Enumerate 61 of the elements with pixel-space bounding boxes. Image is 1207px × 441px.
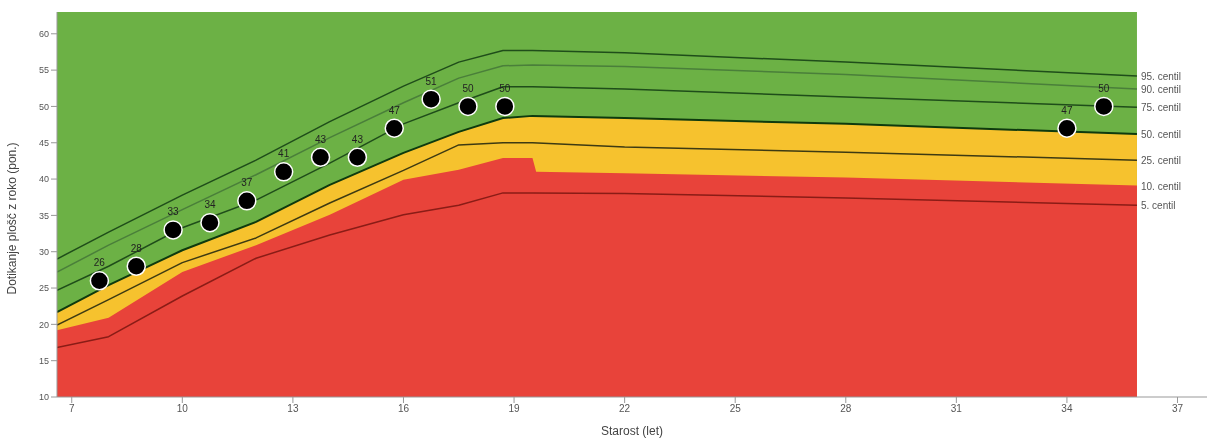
series-label: 95. centil [1140, 70, 1181, 82]
point [237, 191, 257, 211]
point [163, 220, 183, 240]
line-series [57, 192, 1138, 349]
series-label: 25. centil [1140, 155, 1181, 167]
x-tick-label: 19 [508, 403, 521, 415]
data-label: 37 [241, 177, 253, 189]
x-tick-label: 7 [68, 403, 75, 415]
point [310, 147, 331, 168]
series-label: 5. centil [1140, 200, 1176, 212]
x-tick-label: 10 [176, 403, 189, 415]
point [1057, 118, 1077, 138]
x-axis-title: Starost (let) [600, 424, 664, 438]
y-tick-label: 10 [38, 392, 49, 403]
x-tick-label: 37 [1171, 403, 1184, 415]
data-label: 43 [351, 133, 364, 145]
series-label: 10. centil [1140, 180, 1181, 192]
point [495, 96, 515, 117]
x-tick-label: 13 [287, 403, 299, 415]
data-label: 33 [167, 206, 180, 218]
x-tick-label: 28 [840, 403, 852, 415]
data-label: 41 [278, 148, 290, 160]
y-tick-label: 15 [38, 355, 49, 366]
x-tick-label: 22 [619, 403, 631, 415]
line-series [57, 142, 1138, 326]
data-label: 50 [462, 82, 474, 94]
x-tick-label: 16 [397, 403, 410, 415]
x-tick-label: 31 [950, 403, 963, 415]
y-tick-label: 40 [38, 174, 49, 185]
line-series [57, 86, 1138, 291]
x-tick-label: 34 [1061, 403, 1073, 415]
data-label: 47 [1061, 104, 1073, 116]
point [458, 96, 478, 117]
y-tick-label: 50 [38, 101, 49, 112]
data-label: 26 [93, 257, 106, 269]
data-label: 43 [314, 133, 327, 145]
data-label: 51 [425, 75, 438, 87]
point [200, 212, 220, 233]
y-axis-title: Dotikanje plošč z roko (pon.) [5, 142, 20, 295]
y-tick-label: 55 [38, 65, 49, 76]
point [273, 162, 294, 182]
y-tick-label: 30 [38, 246, 49, 257]
point [421, 89, 441, 109]
y-tick-label: 20 [38, 319, 49, 330]
point [126, 256, 146, 276]
point [1094, 96, 1114, 117]
data-label: 34 [204, 199, 216, 211]
y-tick-label: 35 [38, 210, 49, 221]
series-label: 90. centil [1140, 84, 1181, 95]
data-label: 47 [388, 104, 401, 116]
point [347, 147, 368, 168]
series-label: 75. centil [1140, 102, 1181, 114]
point [384, 118, 405, 138]
y-tick-label: 25 [38, 283, 49, 294]
series-label: 50. centil [1140, 129, 1181, 141]
data-label: 50 [1098, 82, 1110, 94]
data-label: 28 [130, 242, 143, 254]
x-tick-label: 25 [729, 403, 742, 415]
y-tick-label: 45 [38, 137, 49, 148]
y-tick-label: 60 [38, 28, 49, 39]
point [89, 271, 110, 291]
